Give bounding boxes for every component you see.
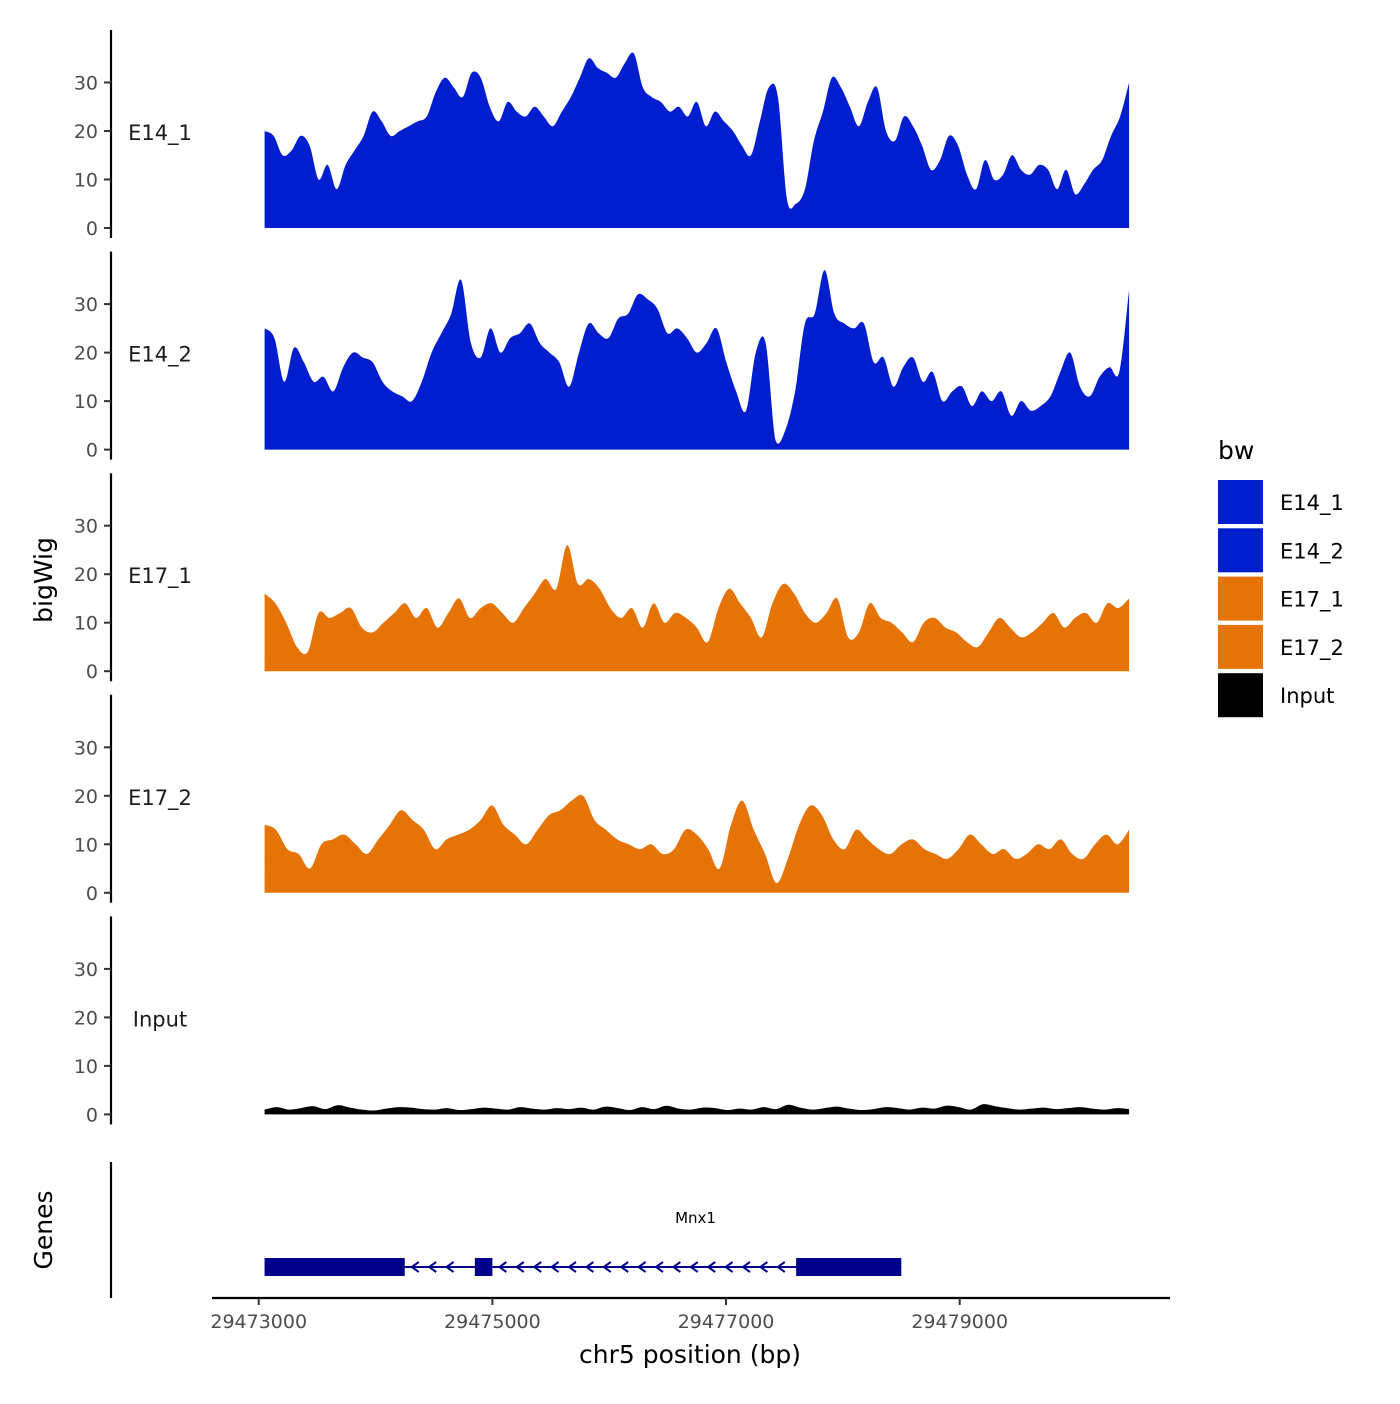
strand-arrow <box>654 1261 664 1273</box>
legend-key <box>1218 673 1263 718</box>
strand-arrow <box>532 1261 542 1273</box>
y-axis-title: bigWig <box>29 537 58 623</box>
x-tick-label: 29477000 <box>678 1311 775 1333</box>
y-tick-label: 30 <box>74 294 98 316</box>
track-panel-E14_1: 0 10 20 30 E14_1 <box>74 30 1130 240</box>
y-tick-label: 10 <box>74 613 98 635</box>
genes-panel: Mnx1 <box>264 1209 902 1276</box>
track-label: E17_2 <box>128 786 192 811</box>
y-tick-label: 0 <box>86 883 98 905</box>
y-tick-label: 0 <box>86 661 98 683</box>
strand-arrow <box>689 1261 699 1273</box>
x-tick-label: 29473000 <box>210 1311 307 1333</box>
gene-name-label: Mnx1 <box>675 1209 716 1227</box>
strand-arrow <box>723 1261 734 1273</box>
strand-arrow <box>706 1261 716 1273</box>
x-tick-label: 29479000 <box>911 1311 1008 1333</box>
track-panel-E14_2: 0 10 20 30 E14_2 <box>74 251 1130 462</box>
strand-arrow <box>619 1261 629 1273</box>
strand-arrow <box>427 1261 437 1273</box>
legend-entry-label: E14_2 <box>1280 539 1344 564</box>
y-tick-label: 20 <box>74 1007 98 1029</box>
signal-area-Input <box>264 1104 1130 1115</box>
y-tick-label: 30 <box>74 959 98 981</box>
legend-key <box>1218 480 1263 524</box>
legend-entry-label: E17_2 <box>1280 636 1344 661</box>
y-tick-label: 20 <box>74 121 98 143</box>
y-tick-label: 10 <box>74 391 98 413</box>
track-label: E17_1 <box>128 564 192 589</box>
track-label: Input <box>133 1007 187 1031</box>
gene-exon <box>796 1258 902 1276</box>
y-tick-label: 20 <box>74 786 98 808</box>
legend-entry-label: E17_1 <box>1280 588 1344 613</box>
track-panel-E17_2: 0 10 20 30 E17_2 <box>74 694 1130 905</box>
strand-arrow <box>497 1261 507 1273</box>
legend: bw E14_1 E14_2 E17_1 E17_2 Input <box>1218 436 1344 718</box>
y-tick-label: 10 <box>74 170 98 192</box>
genes-axis-title: Genes <box>29 1190 58 1269</box>
y-tick-label: 30 <box>74 737 98 759</box>
x-axis: 29473000 29475000 29477000 29479000 <box>210 1298 1008 1333</box>
y-tick-label: 0 <box>86 1104 98 1126</box>
y-tick-label: 0 <box>86 440 98 462</box>
strand-arrow <box>549 1261 560 1273</box>
x-tick-label: 29475000 <box>444 1311 541 1333</box>
y-tick-label: 20 <box>74 343 98 365</box>
strand-arrow <box>636 1261 647 1273</box>
y-tick-label: 10 <box>74 1056 98 1078</box>
strand-arrow <box>567 1261 577 1273</box>
strand-arrow <box>444 1261 455 1273</box>
strand-arrow <box>584 1261 594 1273</box>
strand-arrow <box>758 1261 768 1273</box>
y-tick-label: 10 <box>74 834 98 856</box>
signal-area-E14_2 <box>264 270 1130 450</box>
strand-arrow <box>410 1261 420 1273</box>
strand-arrow <box>776 1261 786 1273</box>
legend-entry-label: E14_1 <box>1280 491 1344 516</box>
legend-entry-label: Input <box>1280 684 1334 708</box>
gene-exon <box>264 1258 405 1276</box>
track-label: E14_2 <box>128 343 192 368</box>
strand-arrow <box>515 1261 525 1273</box>
legend-key <box>1218 528 1263 573</box>
x-axis-title: chr5 position (bp) <box>579 1340 801 1369</box>
strand-arrow <box>671 1261 681 1273</box>
track-panel-Input: 0 10 20 30 Input <box>74 916 1130 1126</box>
y-tick-label: 30 <box>74 516 98 538</box>
legend-key <box>1218 624 1263 669</box>
y-tick-label: 30 <box>74 73 98 95</box>
y-tick-label: 20 <box>74 564 98 586</box>
legend-title: bw <box>1218 436 1254 465</box>
y-tick-label: 0 <box>86 218 98 240</box>
track-panel-E17_1: 0 10 20 30 E17_1 <box>74 473 1130 683</box>
strand-arrow <box>602 1261 612 1273</box>
strand-arrow <box>741 1261 751 1273</box>
legend-key <box>1218 576 1263 621</box>
signal-area-E14_1 <box>264 52 1130 228</box>
signal-area-E17_2 <box>264 794 1130 893</box>
track-panels: 0 10 20 30 E14_1 0 10 20 30 E14_2 0 10 20 30 E17_1 0 10 2… <box>74 30 1130 1126</box>
track-label: E14_1 <box>128 121 192 146</box>
gene-exon <box>474 1258 493 1276</box>
signal-area-E17_1 <box>264 545 1130 672</box>
